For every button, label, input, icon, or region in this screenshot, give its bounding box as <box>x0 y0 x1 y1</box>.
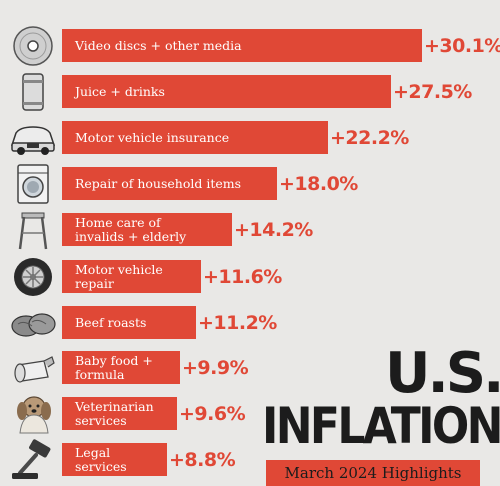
category-label: Home care of invalids + elderly <box>75 215 187 244</box>
category-label: Legal services <box>75 445 127 474</box>
category-label: Motor vehicle insurance <box>75 130 230 145</box>
category-label: Baby food + formula <box>75 353 153 382</box>
value-label: +30.1% <box>424 35 500 57</box>
gavel-icon <box>8 439 58 481</box>
bar <box>62 75 391 108</box>
bar <box>62 397 177 430</box>
category-label: Motor vehicle repair <box>75 262 163 291</box>
can-icon <box>8 71 58 113</box>
value-label: +9.9% <box>182 357 249 379</box>
category-label: Beef roasts <box>75 315 147 330</box>
bar <box>62 213 232 246</box>
subtitle: March 2024 Highlights <box>284 464 462 482</box>
bar <box>62 167 277 200</box>
washing-machine-icon <box>8 163 58 205</box>
bar <box>62 29 422 62</box>
bar <box>62 351 180 384</box>
walker-icon <box>8 209 58 251</box>
value-label: +22.2% <box>330 127 409 149</box>
title-inflation: INFLATION <box>262 397 500 455</box>
category-label: Veterinarian services <box>75 399 154 428</box>
category-label: Juice + drinks <box>75 84 165 99</box>
value-label: +14.2% <box>234 219 313 241</box>
car-icon <box>8 117 58 159</box>
value-label: +11.6% <box>203 266 282 288</box>
bar <box>62 306 196 339</box>
category-label: Repair of household items <box>75 176 242 191</box>
dog-icon <box>8 393 58 435</box>
beef-roast-icon <box>8 302 58 344</box>
value-label: +8.8% <box>169 449 236 471</box>
value-label: +11.2% <box>198 312 277 334</box>
bar <box>62 443 167 476</box>
bar <box>62 260 201 293</box>
value-label: +18.0% <box>279 173 358 195</box>
title-us: U.S. <box>385 341 500 406</box>
value-label: +9.6% <box>179 403 246 425</box>
subtitle-box <box>266 460 480 486</box>
bar <box>62 121 328 154</box>
tire-icon <box>8 256 58 298</box>
category-label: Video discs + other media <box>75 38 242 53</box>
baby-bottle-icon <box>8 347 58 389</box>
disc-icon <box>8 25 58 67</box>
value-label: +27.5% <box>393 81 472 103</box>
